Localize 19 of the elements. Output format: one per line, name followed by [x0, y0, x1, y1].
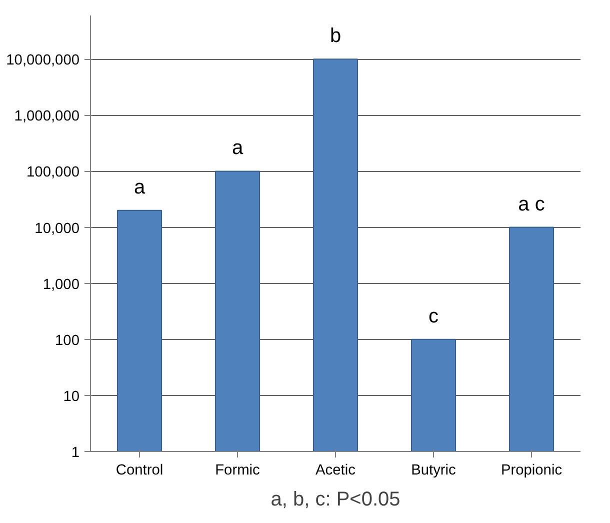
- y-tick-label: 100,000: [26, 164, 80, 181]
- y-tick-label: 1,000: [42, 276, 80, 293]
- x-tick-label: Acetic: [316, 462, 356, 478]
- y-tick-label: 100: [55, 332, 80, 349]
- annotation: b: [330, 25, 342, 48]
- x-tick-label: Formic: [215, 462, 260, 478]
- text: a, b, c: P<0.05: [270, 488, 400, 510]
- x-tick-label: Butyric: [411, 462, 456, 478]
- annotation: a c: [518, 193, 545, 216]
- y-tick-label: 10,000,000: [6, 52, 80, 69]
- y-tick-label: 1: [71, 445, 80, 461]
- y-tick-label: 10,000: [34, 220, 80, 237]
- x-tick-label: Control: [116, 462, 164, 478]
- x-tick-label: Propionic: [500, 462, 562, 478]
- annotation: a: [134, 176, 146, 198]
- y-tick-label: 10: [63, 388, 80, 405]
- y-tick-label: 1,000,000: [14, 108, 80, 125]
- annotation: c: [428, 305, 438, 328]
- annotation: a: [232, 137, 244, 160]
